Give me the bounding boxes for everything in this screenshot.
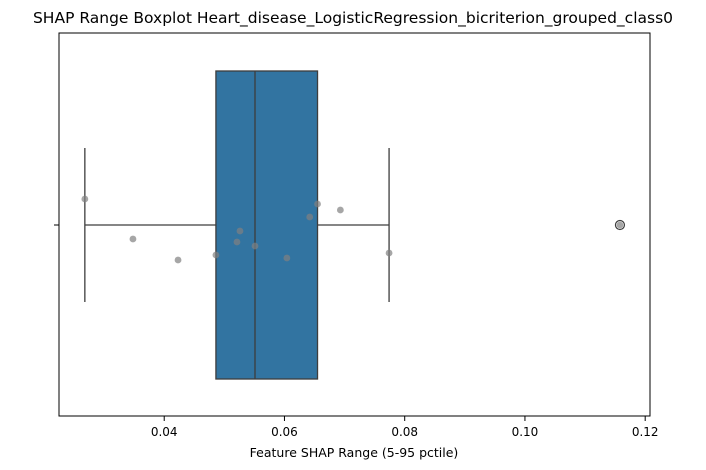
chart-title: SHAP Range Boxplot Heart_disease_Logisti… <box>33 9 673 28</box>
data-point <box>233 238 241 246</box>
plot-area: 0.04 0.06 0.08 0.10 0.12 <box>54 32 659 439</box>
x-axis-label: Feature SHAP Range (5-95 pctile) <box>250 445 459 460</box>
data-point <box>251 242 259 250</box>
data-point <box>306 213 314 221</box>
outlier-marker <box>614 219 626 231</box>
x-tick-label: 0.06 <box>271 425 298 439</box>
x-tick-label: 0.04 <box>151 425 178 439</box>
data-point <box>212 251 220 259</box>
data-point <box>174 256 182 264</box>
x-tick-label: 0.10 <box>512 425 539 439</box>
x-tick-label: 0.08 <box>391 425 418 439</box>
data-point <box>385 249 393 257</box>
data-point <box>236 227 244 235</box>
x-tick-label: 0.12 <box>632 425 659 439</box>
data-point <box>336 206 344 214</box>
data-point <box>314 200 321 208</box>
data-point <box>616 221 624 229</box>
data-point <box>81 195 89 203</box>
data-point <box>283 254 291 262</box>
box-iqr <box>215 70 319 380</box>
data-point <box>129 235 137 243</box>
